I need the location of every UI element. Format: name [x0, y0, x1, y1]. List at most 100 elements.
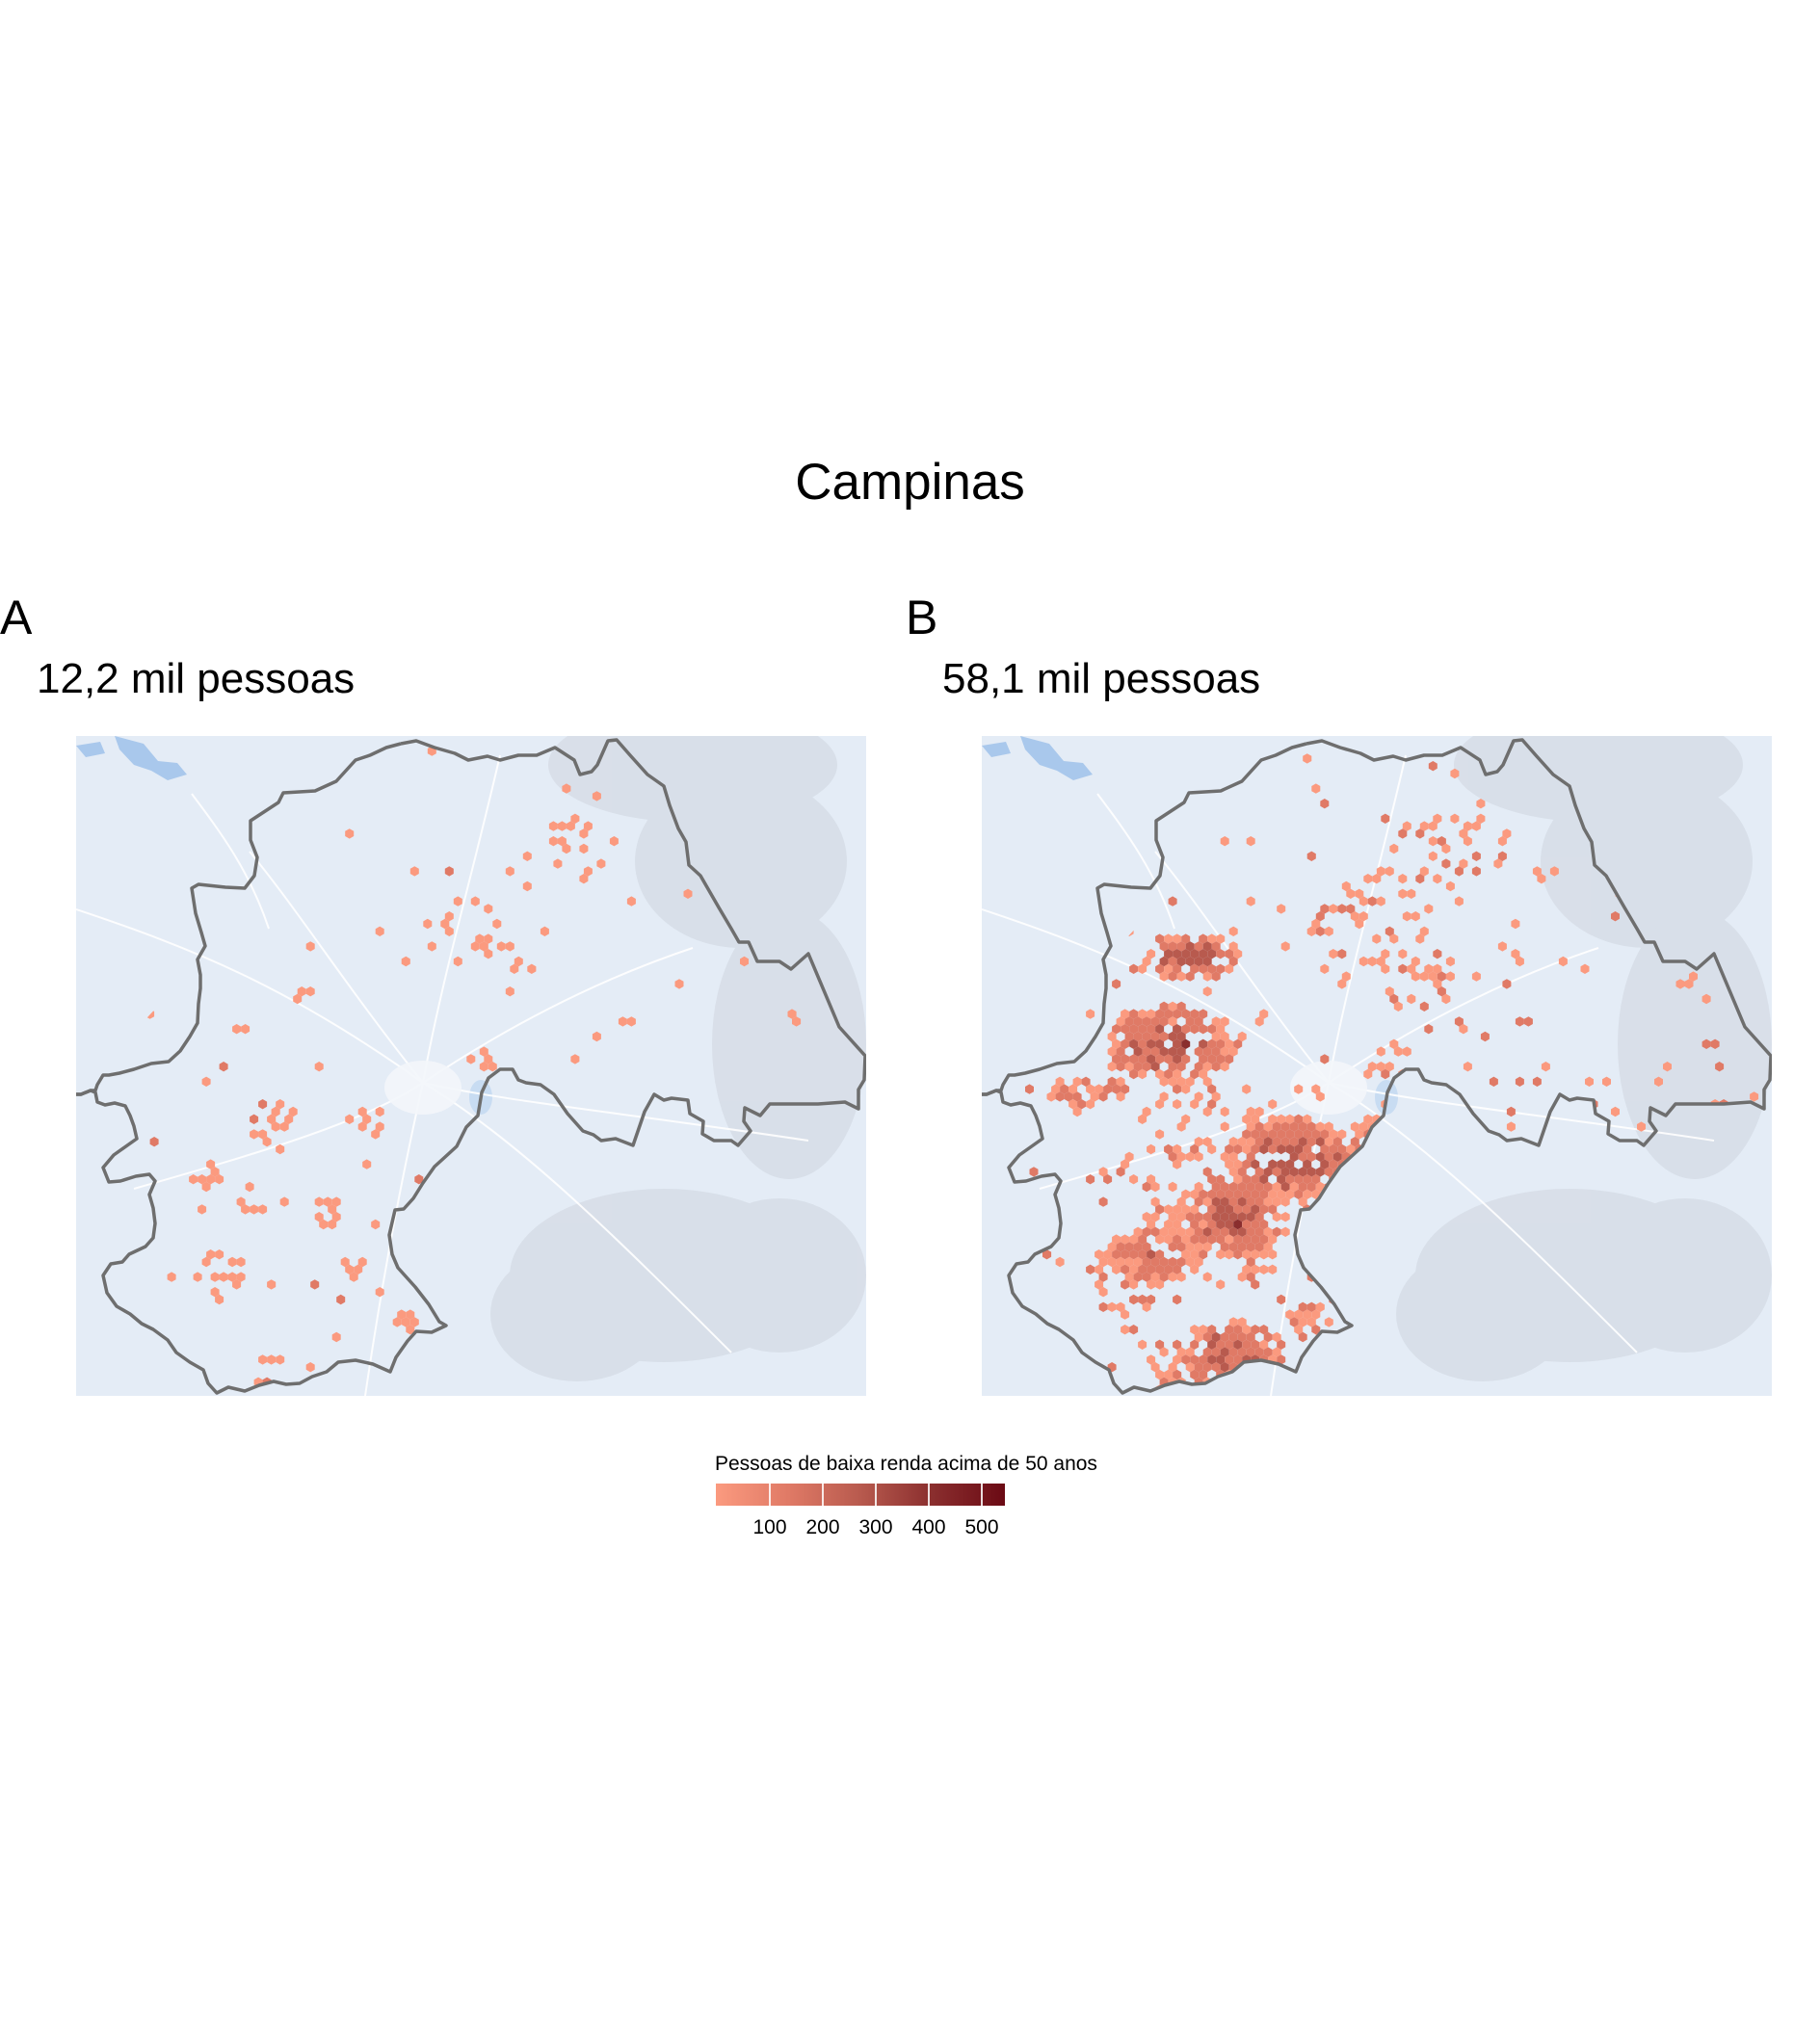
hex-bin [250, 1114, 259, 1124]
hex-bin [1164, 949, 1174, 959]
hex-bin [1129, 1264, 1139, 1274]
hex-bin [1216, 949, 1226, 959]
hex-bin [1129, 1009, 1139, 1019]
municipality-boundary [76, 738, 866, 1395]
hex-bin [1081, 1076, 1091, 1087]
hex-bin [1445, 971, 1455, 982]
hex-bin [1324, 1151, 1333, 1162]
hex-bin [1315, 926, 1325, 936]
hex-bin [371, 1219, 381, 1230]
hex-bin [1181, 1234, 1191, 1245]
hex-bin [1263, 1226, 1273, 1237]
legend-tick-mark [928, 1484, 930, 1506]
hex-bin [1506, 1121, 1516, 1132]
hex-bin [1220, 1106, 1229, 1117]
hex-bin [1190, 1068, 1200, 1080]
hex-bin [1289, 1181, 1299, 1193]
hex-bin [1637, 1121, 1646, 1132]
hex-bin [583, 821, 593, 831]
hex-bin [1190, 1369, 1200, 1380]
hex-bin [1116, 1167, 1125, 1177]
hex-bin [1185, 1256, 1195, 1268]
hex-bin [1298, 1301, 1307, 1312]
hex-bin [1072, 1106, 1082, 1117]
hex-bin [1095, 1279, 1104, 1290]
chart-title: Campinas [795, 454, 1025, 511]
hex-bin [1150, 1062, 1160, 1072]
hex-bin [1294, 1129, 1304, 1140]
hex-bin [1194, 1331, 1203, 1343]
hex-bin [1303, 1143, 1312, 1155]
hex-bin [1072, 1076, 1082, 1087]
hex-bin [1185, 956, 1195, 967]
hex-bin [1138, 1339, 1147, 1350]
hex-bin [1277, 1294, 1286, 1305]
hex-bin [1138, 1009, 1147, 1019]
hex-bin [1246, 1212, 1255, 1222]
hex-bin [1190, 1354, 1200, 1365]
hex-bin [1194, 1226, 1203, 1237]
hex-bin [1407, 993, 1416, 1005]
hex-bin [1441, 843, 1451, 854]
hex-bin [1372, 874, 1382, 884]
hex-bin [1164, 1054, 1174, 1064]
hex-bin [1497, 851, 1507, 861]
hex-bin [1142, 956, 1151, 967]
hex-bin [1303, 753, 1312, 764]
hex-bin [1246, 1106, 1255, 1117]
hex-bin [1407, 963, 1416, 974]
road [191, 793, 270, 930]
hex-bin [1303, 1174, 1312, 1185]
hex-bin [1268, 1129, 1278, 1140]
hex-bin [328, 1204, 337, 1215]
hex-bin [626, 1016, 636, 1027]
hex-bin [357, 1121, 367, 1132]
hex-bin [198, 1204, 207, 1215]
relief-patch [1396, 1247, 1569, 1381]
hex-bin [1324, 1167, 1333, 1177]
hex-bin [1715, 1062, 1725, 1072]
hex-bin [1246, 1121, 1255, 1132]
hex-bin [1124, 1272, 1134, 1282]
hex-bin [1415, 933, 1425, 944]
hex-bin [1272, 1331, 1281, 1343]
hex-bin [1225, 1038, 1234, 1049]
hex-bin [206, 1174, 216, 1185]
hex-bin [1129, 1234, 1139, 1245]
hex-bin [1332, 1151, 1342, 1162]
road [364, 1082, 424, 1396]
hex-bin [1389, 993, 1399, 1005]
hex-bin [1147, 1294, 1156, 1305]
hex-bin [1220, 1212, 1229, 1222]
hex-bin [1150, 1256, 1160, 1268]
hex-bin [1246, 1181, 1255, 1193]
hex-bin [1181, 1114, 1191, 1124]
hex-bin [1202, 986, 1212, 997]
hex-bin [1289, 1137, 1299, 1147]
hex-bin [1428, 821, 1438, 831]
hex-bin [1199, 1024, 1208, 1035]
hex-bin [310, 1279, 320, 1290]
hex-bin [1173, 1219, 1182, 1230]
hex-bin [1190, 1234, 1200, 1245]
hex-bin [1537, 874, 1546, 884]
hex-bin [1098, 1272, 1108, 1282]
hex-bin [1428, 851, 1438, 861]
hex-bin [1202, 1046, 1212, 1057]
hex-bin [470, 896, 480, 906]
hex-bin [1280, 1137, 1290, 1147]
hex-bin [787, 1009, 797, 1019]
hex-bin [1311, 1084, 1321, 1094]
hex-bin [1207, 1339, 1217, 1350]
hex-bin [1320, 1054, 1330, 1064]
municipality-boundary [982, 742, 1307, 1096]
hex-bin [1311, 918, 1321, 930]
hex-bin [1098, 1301, 1108, 1312]
hex-bin [1237, 1137, 1247, 1147]
hex-bin [241, 1024, 251, 1035]
hex-bin [401, 956, 410, 967]
hex-bin [1306, 1121, 1316, 1132]
hex-bin [1211, 1347, 1221, 1357]
hex-bin [1159, 1001, 1169, 1012]
hex-bin [1068, 1084, 1078, 1094]
